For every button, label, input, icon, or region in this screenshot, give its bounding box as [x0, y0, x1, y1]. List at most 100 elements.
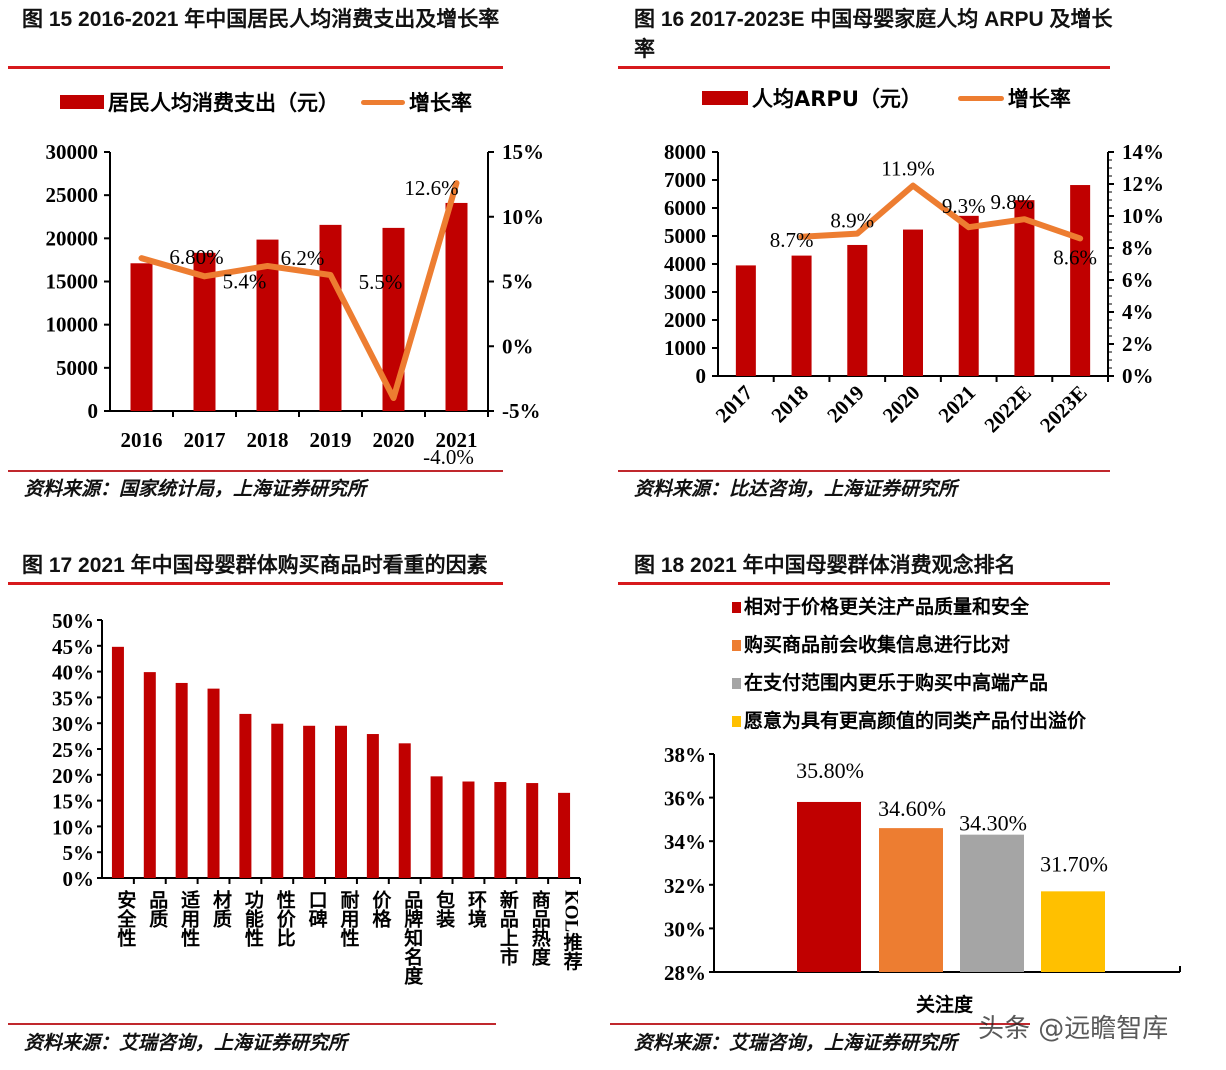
svg-text:6%: 6%: [1122, 268, 1154, 292]
fig16-legend: 人均ARPU（元） 增长率: [702, 84, 1071, 112]
svg-text:品质: 品质: [146, 890, 168, 929]
fig18-xlabel: 关注度: [916, 994, 974, 1016]
fig17-title-rule: [8, 582, 503, 585]
fig15-title: 图 15 2016-2021 年中国居民人均消费支出及增长率: [22, 8, 500, 31]
svg-text:包装: 包装: [433, 889, 456, 929]
svg-text:11.9%: 11.9%: [881, 157, 934, 181]
legend-line-swatch: [361, 99, 405, 105]
svg-text:25%: 25%: [52, 738, 94, 762]
svg-text:20%: 20%: [52, 764, 94, 788]
svg-text:8.6%: 8.6%: [1053, 245, 1097, 269]
fig18-legend-label: 购买商品前会收集信息进行比对: [744, 634, 1011, 656]
svg-text:2022E: 2022E: [979, 381, 1036, 438]
svg-text:40%: 40%: [52, 661, 94, 685]
fig18-legend-label: 愿意为具有更高颜值的同类产品付出溢价: [744, 710, 1087, 732]
svg-text:6000: 6000: [664, 196, 706, 220]
fig18-legend-label: 相对于价格更关注产品质量和安全: [744, 596, 1030, 618]
svg-text:15%: 15%: [502, 140, 544, 164]
svg-text:2018: 2018: [766, 381, 813, 428]
fig16-title-rule: [618, 66, 1110, 69]
fig15-title-rule: [8, 66, 503, 69]
svg-text:32%: 32%: [664, 874, 706, 898]
svg-text:31.70%: 31.70%: [1040, 851, 1108, 876]
svg-text:36%: 36%: [664, 787, 706, 811]
svg-text:3000: 3000: [664, 280, 706, 304]
fig18-source-rule: [610, 1023, 1030, 1025]
svg-text:5000: 5000: [56, 356, 98, 380]
svg-text:12%: 12%: [1122, 172, 1164, 196]
svg-text:2021: 2021: [436, 428, 478, 452]
svg-text:34.60%: 34.60%: [878, 796, 946, 821]
fig15-panel: 图 15 2016-2021 年中国居民人均消费支出及增长率 居民人均消费支出（…: [0, 0, 610, 520]
svg-text:耐用性: 耐用性: [338, 890, 360, 948]
svg-text:2016: 2016: [121, 428, 163, 452]
svg-text:7000: 7000: [664, 168, 706, 192]
svg-text:-4.0%: -4.0%: [423, 445, 474, 469]
svg-text:35%: 35%: [52, 686, 94, 710]
legend-bar-swatch: [702, 91, 748, 105]
fig15-legend-line-label: 增长率: [409, 91, 472, 115]
svg-text:2017: 2017: [711, 381, 758, 428]
fig17-title: 图 17 2021 年中国母婴群体购买商品时看重的因素: [22, 554, 488, 577]
svg-text:价格: 价格: [369, 890, 391, 929]
svg-text:10%: 10%: [52, 815, 94, 839]
svg-text:2%: 2%: [1122, 332, 1154, 356]
svg-text:8.7%: 8.7%: [770, 228, 814, 252]
svg-text:50%: 50%: [52, 609, 94, 633]
fig17-source: 资料来源：艾瑞咨询，上海证券研究所: [24, 1032, 348, 1054]
svg-text:4%: 4%: [1122, 300, 1154, 324]
svg-text:9.8%: 9.8%: [991, 190, 1035, 214]
fig16-title-line2: 率: [634, 38, 655, 61]
svg-text:8000: 8000: [664, 140, 706, 164]
fig18-legend-item: 购买商品前会收集信息进行比对: [732, 626, 1086, 664]
svg-text:商品热度: 商品热度: [529, 889, 551, 967]
svg-text:45%: 45%: [52, 635, 94, 659]
svg-text:2000: 2000: [664, 308, 706, 332]
svg-text:10%: 10%: [502, 205, 544, 229]
svg-text:8.9%: 8.9%: [830, 209, 874, 233]
svg-text:适用性: 适用性: [178, 890, 200, 948]
legend-bar-swatch: [60, 95, 104, 109]
svg-text:35.80%: 35.80%: [796, 758, 864, 783]
svg-text:5.4%: 5.4%: [223, 269, 267, 293]
svg-text:10000: 10000: [46, 313, 99, 337]
svg-text:品牌知名度: 品牌知名度: [401, 890, 423, 986]
svg-text:2020: 2020: [373, 428, 415, 452]
svg-text:30%: 30%: [664, 917, 706, 941]
fig16-panel: 图 16 2017-2023E 中国母婴家庭人均 ARPU 及增长 率 人均AR…: [610, 0, 1226, 520]
svg-text:2019: 2019: [822, 381, 869, 428]
fig16-title-line1: 图 16 2017-2023E 中国母婴家庭人均 ARPU 及增长: [634, 8, 1113, 31]
svg-text:0%: 0%: [502, 334, 534, 358]
svg-text:4000: 4000: [664, 252, 706, 276]
fig15-legend: 居民人均消费支出（元） 增长率: [60, 88, 472, 116]
fig18-title-rule: [618, 582, 1110, 585]
legend-swatch-red: [732, 602, 741, 613]
svg-text:2023E: 2023E: [1035, 381, 1092, 438]
svg-text:材质: 材质: [210, 889, 232, 929]
fig18-legend-item: 在支付范围内更乐于购买中高端产品: [732, 664, 1086, 702]
svg-text:5%: 5%: [63, 841, 95, 865]
legend-swatch-gray: [732, 678, 741, 689]
fig15-legend-bar-label: 居民人均消费支出（元）: [108, 91, 339, 115]
svg-text:2017: 2017: [184, 428, 226, 452]
svg-text:2021: 2021: [934, 381, 981, 428]
fig18-legend-label: 在支付范围内更乐于购买中高端产品: [744, 672, 1049, 694]
svg-text:15000: 15000: [46, 270, 99, 294]
svg-text:6.80%: 6.80%: [169, 245, 223, 269]
fig17-chart: 0%5%10%15%20%25%30%35%40%45%50% 安全性 品质 适用性材…: [52, 609, 583, 986]
svg-text:34%: 34%: [664, 830, 706, 854]
fig18-legend: 相对于价格更关注产品质量和安全 购买商品前会收集信息进行比对 在支付范围内更乐于…: [732, 588, 1086, 740]
fig18-title: 图 18 2021 年中国母婴群体消费观念排名: [634, 554, 1016, 577]
legend-swatch-orange: [732, 640, 741, 651]
svg-text:环境: 环境: [465, 890, 487, 929]
fig18-legend-item: 相对于价格更关注产品质量和安全: [732, 588, 1086, 626]
svg-text:25000: 25000: [46, 183, 99, 207]
svg-text:14%: 14%: [1122, 140, 1164, 164]
svg-text:38%: 38%: [664, 743, 706, 767]
svg-text:5%: 5%: [502, 270, 534, 294]
fig18-chart: 28% 30% 32% 34% 36% 38% 35.80% 34.60% 34.30% 31.7…: [664, 743, 1181, 985]
svg-text:口碑: 口碑: [306, 890, 328, 929]
svg-text:0: 0: [696, 364, 707, 388]
svg-text:9.3%: 9.3%: [942, 194, 986, 218]
svg-text:2018: 2018: [247, 428, 289, 452]
